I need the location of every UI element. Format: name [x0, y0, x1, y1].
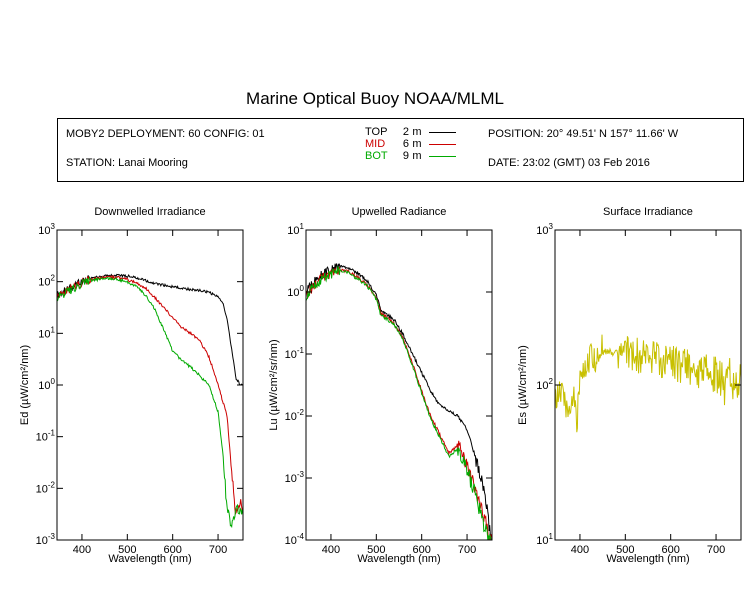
series-line-2 — [306, 265, 492, 540]
y-tick-label: 102 — [536, 377, 553, 392]
x-tick-label: 700 — [458, 544, 476, 556]
legend-name: MID — [365, 138, 386, 150]
legend-entry-bot: BOT 9 m — [365, 151, 456, 162]
y-tick-label: 101 — [287, 222, 304, 237]
station-label: STATION: Lanai Mooring — [66, 157, 188, 169]
x-tick-label: 600 — [662, 544, 680, 556]
y-tick-label: 101 — [536, 532, 553, 547]
series-group — [555, 334, 741, 433]
legend-line — [429, 143, 456, 145]
info-box: MOBY2 DEPLOYMENT: 60 CONFIG: 01 STATION:… — [57, 118, 744, 182]
series-line-2 — [57, 276, 243, 529]
x-tick-label: 700 — [209, 544, 227, 556]
y-tick-label: 10-2 — [36, 480, 56, 495]
x-tick-label: 400 — [571, 544, 589, 556]
legend-depth: 9 — [402, 150, 409, 162]
series-group — [306, 263, 492, 540]
chart-panel-0: Downwelled Irradiance 400 500 600 700 10-3 10-… — [19, 206, 244, 565]
legend-unit: m — [412, 138, 422, 150]
y-tick-label: 103 — [38, 222, 55, 237]
x-tick-label: 600 — [413, 544, 431, 556]
y-axis-label: Lu (µW/cm²/sr/nm) — [268, 339, 280, 430]
legend-depth: 2 — [402, 126, 409, 138]
y-tick-label: 10-1 — [36, 429, 56, 444]
x-tick-label: 500 — [367, 544, 385, 556]
y-tick-label: 10-3 — [36, 532, 56, 547]
x-axis-label: Wavelength (nm) — [606, 553, 689, 565]
y-tick-label: 102 — [38, 274, 55, 289]
y-tick-label: 100 — [287, 284, 304, 299]
x-tick-label: 600 — [164, 544, 182, 556]
chart-title: Surface Irradiance — [603, 206, 693, 218]
y-tick-label: 10-2 — [285, 408, 305, 423]
chart-panel-2: Surface Irradiance 400 500 600 700 101 102 103 W… — [517, 206, 742, 565]
plot-frame — [305, 229, 493, 541]
plot-frame — [56, 229, 244, 541]
legend-entry-mid: MID 6 m — [365, 139, 456, 150]
deployment-label: MOBY2 DEPLOYMENT: 60 CONFIG: 01 — [66, 128, 265, 140]
date-label: DATE: 23:02 (GMT) 03 Feb 2016 — [488, 157, 650, 169]
series-line-0 — [306, 263, 492, 540]
legend-name: BOT — [365, 150, 388, 162]
legend-line — [429, 131, 456, 133]
legend-depth: 6 — [402, 138, 409, 150]
legend-unit: m — [412, 126, 422, 138]
position-label: POSITION: 20° 49.51' N 157° 11.66' W — [488, 128, 679, 140]
series-line-0 — [555, 334, 741, 433]
x-tick-label: 400 — [73, 544, 91, 556]
series-line-1 — [57, 274, 243, 516]
y-axis-label: Ed (µW/cm²/nm) — [19, 345, 31, 425]
legend-entry-top: TOP 2 m — [365, 127, 456, 138]
legend-unit: m — [412, 150, 422, 162]
page-title: Marine Optical Buoy NOAA/MLML — [246, 89, 504, 108]
chart-panel-1: Upwelled Radiance 400 500 600 700 10-4 10-3 10-… — [268, 206, 493, 565]
x-tick-label: 400 — [322, 544, 340, 556]
x-tick-label: 500 — [118, 544, 136, 556]
legend-line — [429, 155, 456, 157]
x-axis-label: Wavelength (nm) — [108, 553, 191, 565]
series-group — [57, 273, 243, 529]
y-tick-label: 103 — [536, 222, 553, 237]
x-tick-label: 700 — [707, 544, 725, 556]
chart-title: Upwelled Radiance — [352, 206, 447, 218]
x-axis-label: Wavelength (nm) — [357, 553, 440, 565]
chart-title: Downwelled Irradiance — [94, 206, 205, 218]
series-line-0 — [57, 273, 243, 386]
y-tick-label: 10-1 — [285, 346, 305, 361]
y-tick-label: 100 — [38, 377, 55, 392]
y-tick-label: 10-4 — [285, 532, 305, 547]
legend-name: TOP — [365, 126, 388, 138]
y-axis-label: Es (µW/cm²/nm) — [517, 345, 529, 425]
y-tick-label: 101 — [38, 325, 55, 340]
y-tick-label: 10-3 — [285, 470, 305, 485]
x-tick-label: 500 — [616, 544, 634, 556]
series-line-1 — [306, 267, 492, 540]
